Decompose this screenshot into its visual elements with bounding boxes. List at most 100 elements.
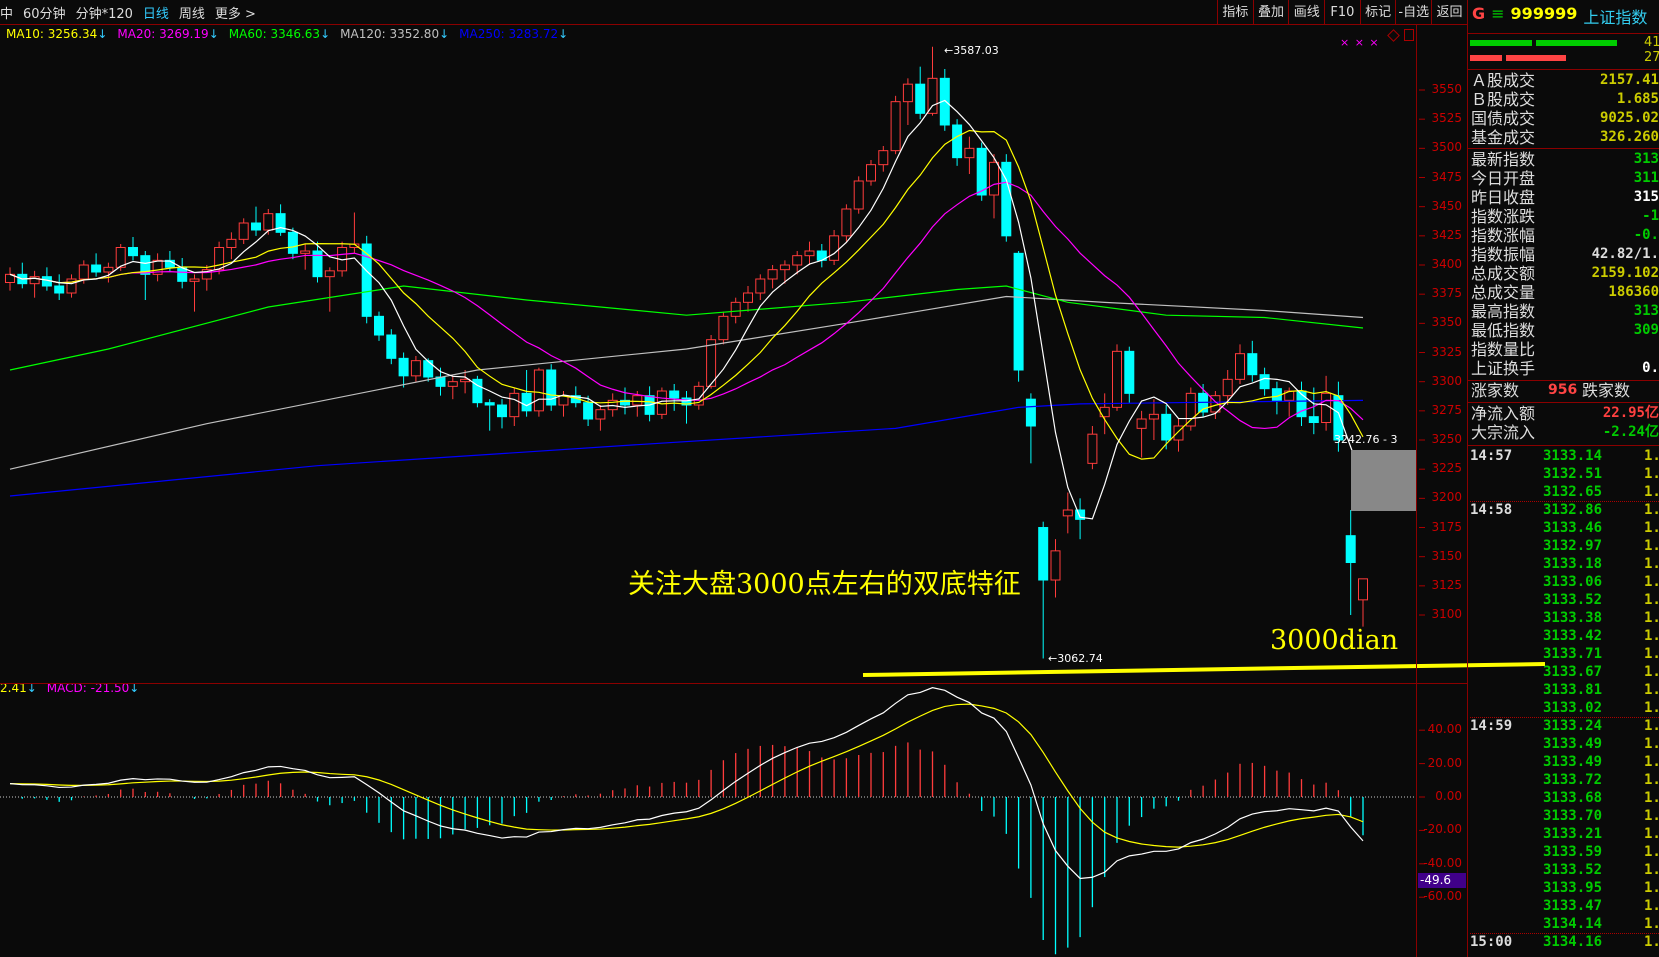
tick-volume: 1.3 xyxy=(1644,754,1659,770)
candle-body xyxy=(1358,578,1368,601)
candle xyxy=(1284,387,1295,417)
index-name: 上证指数 xyxy=(1583,8,1648,27)
tab-60min[interactable]: 60分钟 xyxy=(23,7,66,22)
draw-line-button[interactable]: 画线 xyxy=(1288,0,1324,25)
panel-toggle-icon[interactable] xyxy=(1404,29,1414,41)
tick-volume: 1.5 xyxy=(1644,898,1659,914)
tab-weekly[interactable]: 周线 xyxy=(178,7,205,22)
tick-row: 3132.65 1.0 xyxy=(1468,483,1659,501)
candle xyxy=(902,78,913,126)
price-tick-label: 3200 xyxy=(1431,490,1462,505)
tick-volume: 1.0 xyxy=(1644,592,1659,608)
candle-body xyxy=(853,180,864,210)
tick-price: 3133.38 xyxy=(1543,610,1603,626)
tick-row: 3133.38 1.3 xyxy=(1468,609,1659,627)
candle-body xyxy=(447,381,458,387)
mark-button[interactable]: 标记 xyxy=(1359,0,1396,25)
candle xyxy=(189,274,200,312)
candle-body xyxy=(1259,374,1270,390)
tick-price: 3133.18 xyxy=(1543,556,1603,572)
back-button[interactable]: 返回 xyxy=(1431,0,1467,25)
tick-volume: 1.2 xyxy=(1644,862,1659,878)
candle-body xyxy=(361,243,372,317)
ma10-line xyxy=(9,129,1364,460)
candle xyxy=(681,391,692,424)
stat-label: 指数振幅 xyxy=(1471,245,1536,264)
candle-body xyxy=(1025,398,1036,427)
candle-body xyxy=(1075,509,1086,520)
overlay-button[interactable]: 叠加 xyxy=(1252,0,1289,25)
tab-daily[interactable]: 日线 xyxy=(142,7,169,22)
g-icon[interactable]: G xyxy=(1472,4,1486,23)
tick-row: 3133.49 1.3 xyxy=(1468,753,1659,771)
candle-body xyxy=(681,397,692,406)
stat-label: 净流入额 xyxy=(1471,404,1536,423)
tick-price: 3133.59 xyxy=(1543,844,1603,860)
candle xyxy=(374,311,384,341)
tab-minute[interactable]: 中 xyxy=(0,7,14,22)
tick-volume: 1.3 xyxy=(1644,610,1659,626)
candle xyxy=(497,399,507,429)
candle xyxy=(1050,539,1061,598)
candle-body xyxy=(841,208,852,237)
candle-body xyxy=(693,385,704,406)
tick-price: 3133.42 xyxy=(1543,628,1603,644)
stat-row: 总成交额 2159.102 xyxy=(1468,264,1659,283)
candle-body xyxy=(189,278,200,282)
candle xyxy=(1345,510,1356,616)
candle-body xyxy=(767,269,778,280)
candle-body xyxy=(78,264,89,280)
stat-row: 总成交量 186360 xyxy=(1468,283,1659,302)
candle-body xyxy=(939,77,950,126)
candle xyxy=(214,241,225,275)
candle-body xyxy=(140,255,151,275)
candle-body xyxy=(1222,378,1233,397)
candle xyxy=(361,235,372,324)
low-label: ←3062.74 xyxy=(1048,652,1103,665)
tick-row: 14:59 3133.24 1.1 xyxy=(1468,717,1659,735)
candle xyxy=(1247,340,1258,382)
up-count: 956 xyxy=(1548,382,1578,398)
stat-value: 2159.102 xyxy=(1591,265,1659,281)
f10-button[interactable]: F10 xyxy=(1324,0,1360,25)
watchlist-button[interactable]: -自选 xyxy=(1395,0,1431,25)
tick-row: 3133.06 1.4 xyxy=(1468,573,1659,591)
stat-label: 昨日收盘 xyxy=(1471,188,1536,207)
up-count-label: 涨家数 xyxy=(1471,381,1520,400)
down-bar xyxy=(1506,55,1566,61)
candle-body xyxy=(952,124,963,159)
tick-row: 3133.46 1.4 xyxy=(1468,519,1659,537)
candle xyxy=(976,142,987,201)
candle-body xyxy=(521,392,532,412)
stat-label: 国债成交 xyxy=(1471,109,1536,128)
stat-row: 最高指数 313 xyxy=(1468,302,1659,321)
price-tick-label: 3350 xyxy=(1431,315,1462,330)
tick-volume: 1.7 xyxy=(1644,844,1659,860)
indicator-button[interactable]: 指标 xyxy=(1217,0,1253,25)
tab-minute-multi[interactable]: 分钟*120 xyxy=(75,7,133,22)
arrow-down-icon: ↓ xyxy=(26,681,37,695)
tick-price: 3133.49 xyxy=(1543,754,1603,770)
dif-line xyxy=(9,687,1364,880)
menu-icon[interactable]: ≡ xyxy=(1491,4,1505,23)
tick-row: 15:00 3134.16 1.0 xyxy=(1468,933,1659,951)
stat-row: 指数涨跌 -1 xyxy=(1468,207,1659,226)
candle xyxy=(730,297,741,324)
candle xyxy=(1222,370,1233,406)
tick-volume: 1.4 xyxy=(1644,520,1659,536)
stat-value: 315 xyxy=(1633,189,1659,205)
tab-more[interactable]: 更多 > xyxy=(214,7,256,22)
candle xyxy=(1087,426,1098,470)
group-divider xyxy=(1470,717,1659,718)
candle-body xyxy=(964,147,975,159)
candle-body xyxy=(792,255,803,266)
tick-volume: 1.1 xyxy=(1644,718,1659,734)
candle-body xyxy=(1148,413,1159,420)
candle xyxy=(1235,344,1245,385)
candle xyxy=(829,230,840,266)
candle-body xyxy=(866,164,876,182)
candle xyxy=(1001,154,1012,242)
divider xyxy=(1468,148,1659,149)
tick-row: 3133.49 1.5 xyxy=(1468,735,1659,753)
